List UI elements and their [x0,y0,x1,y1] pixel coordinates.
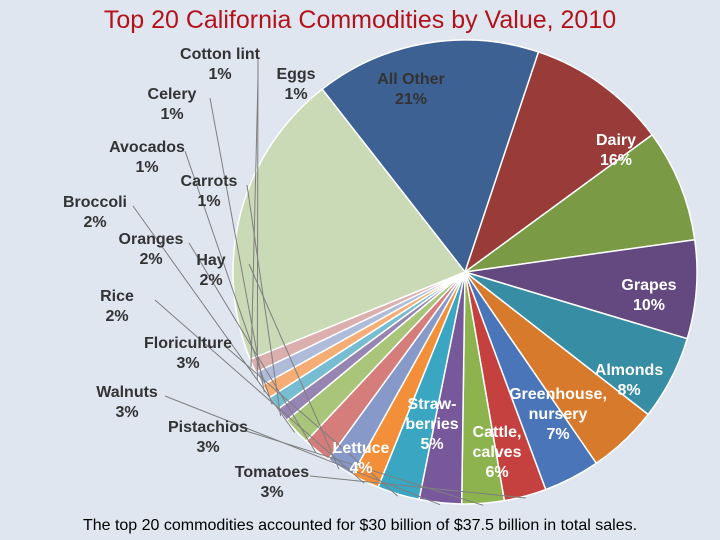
pie-slice-grapes [463,51,654,274]
slice-label-tomatoes: Tomatoes 3% [235,464,309,501]
slice-label-line: Eggs [276,66,315,83]
leader-line-eggs [250,77,259,367]
leader-line-tomatoes [309,475,526,499]
leader-lines [132,57,526,506]
leader-line-cotton-lint [256,57,259,380]
slice-label-pistachios: Pistachios 3% [168,419,248,456]
slice-label-floriculture: Floriculture 3% [144,335,232,372]
slice-label-dairy: Dairy 16% [596,132,636,169]
slice-label-line: 3% [260,484,283,501]
slice-label-strawberries: Straw-berries 5% [405,396,458,453]
slice-label-broccoli: Broccoli 2% [63,194,127,231]
chart-caption: The top 20 commodities accounted for $30… [82,517,638,534]
slice-label-eggs: Eggs 1% [276,66,315,103]
slice-label-line: Walnuts [96,384,158,401]
slice-label-all-other: All Other 21% [377,71,445,108]
leader-line-carrots [246,184,282,417]
slice-label-line: Tomatoes [235,464,309,481]
slice-label-line: 1% [197,193,220,210]
pie-slice-almonds [464,133,696,273]
chart-title: Top 20 California Commodities by Value, … [103,6,617,34]
slice-label-line: calves [473,444,522,461]
slice-label-line: All Other [377,71,445,88]
slice-label-greenhouse-nursery: Greenhouse, nursery 7% [509,386,607,443]
slice-label-lettuce: Lettuce 4% [333,440,390,477]
slice-label-celery: Celery 1% [148,86,197,123]
slice-label-line: Cattle, [473,424,522,441]
pie-slice-dairy [321,39,540,274]
leader-line-floriculture [225,346,399,497]
slice-label-line: 3% [115,404,138,421]
slice-label-line: Straw- [408,396,457,413]
slice-label-line: 16% [600,152,632,169]
slice-label-line: 4% [349,460,372,477]
slice-label-line: 1% [135,159,158,176]
slice-label-almonds: Almonds 8% [595,362,664,399]
slice-label-cattle-calves: Cattle, calves 6% [473,424,522,481]
slice-label-oranges: Oranges 2% [119,231,184,268]
slice-label-line: Floriculture [144,335,232,352]
slice-label-line: berries [405,416,458,433]
slice-label-line: 3% [176,355,199,372]
slice-label-line: 5% [420,436,443,453]
slice-label-line: 1% [160,106,183,123]
slice-label-line: nursery [529,406,588,423]
slice-label-line: Avocados [109,139,185,156]
slice-label-line: 6% [485,464,508,481]
slice-label-line: 3% [196,439,219,456]
slice-label-line: 2% [199,272,222,289]
slice-label-line: 2% [105,308,128,325]
leader-line-rice [154,299,365,484]
leader-line-hay [248,263,340,470]
slice-label-line: Rice [100,288,134,305]
slice-label-hay: Hay 2% [196,252,225,289]
leader-line-broccoli [132,205,296,433]
slice-label-line: 2% [139,251,162,268]
slice-label-rice: Rice 2% [100,288,134,325]
slice-label-line: Broccoli [63,194,127,211]
slice-label-cotton-lint: Cotton lint 1% [180,46,261,83]
slice-label-line: 1% [208,66,231,83]
slice-label-line: 2% [83,214,106,231]
leader-line-walnuts [164,395,441,506]
slice-label-walnuts: Walnuts 3% [96,384,158,421]
slice-label-line: 21% [395,91,427,108]
slice-label-line: Oranges [119,231,184,248]
slice-label-line: Carrots [181,173,238,190]
slice-label-carrots: Carrots 1% [181,173,238,210]
pie-slices [232,39,698,505]
slice-label-line: 7% [546,426,569,443]
slice-label-line: Almonds [595,362,664,379]
slice-labels: Dairy 16% Grapes 10% Almonds 8% Greenhouse, nur… [63,46,677,501]
slice-label-line: Lettuce [333,440,390,457]
slice-label-line: 8% [617,382,640,399]
slice-label-line: Cotton lint [180,46,261,63]
leader-line-celery [209,97,265,393]
slice-label-line: 10% [633,297,665,314]
slice-label-line: Greenhouse, [509,386,607,403]
slice-label-line: Pistachios [168,419,248,436]
slice-label-line: Grapes [621,277,676,294]
slice-label-line: Celery [148,86,197,103]
slice-label-line: Dairy [596,132,636,149]
slice-label-line: 1% [284,86,307,103]
slice-label-avocados: Avocados 1% [109,139,185,176]
slice-label-line: Hay [196,252,225,269]
slice-label-grapes: Grapes 10% [621,277,676,314]
